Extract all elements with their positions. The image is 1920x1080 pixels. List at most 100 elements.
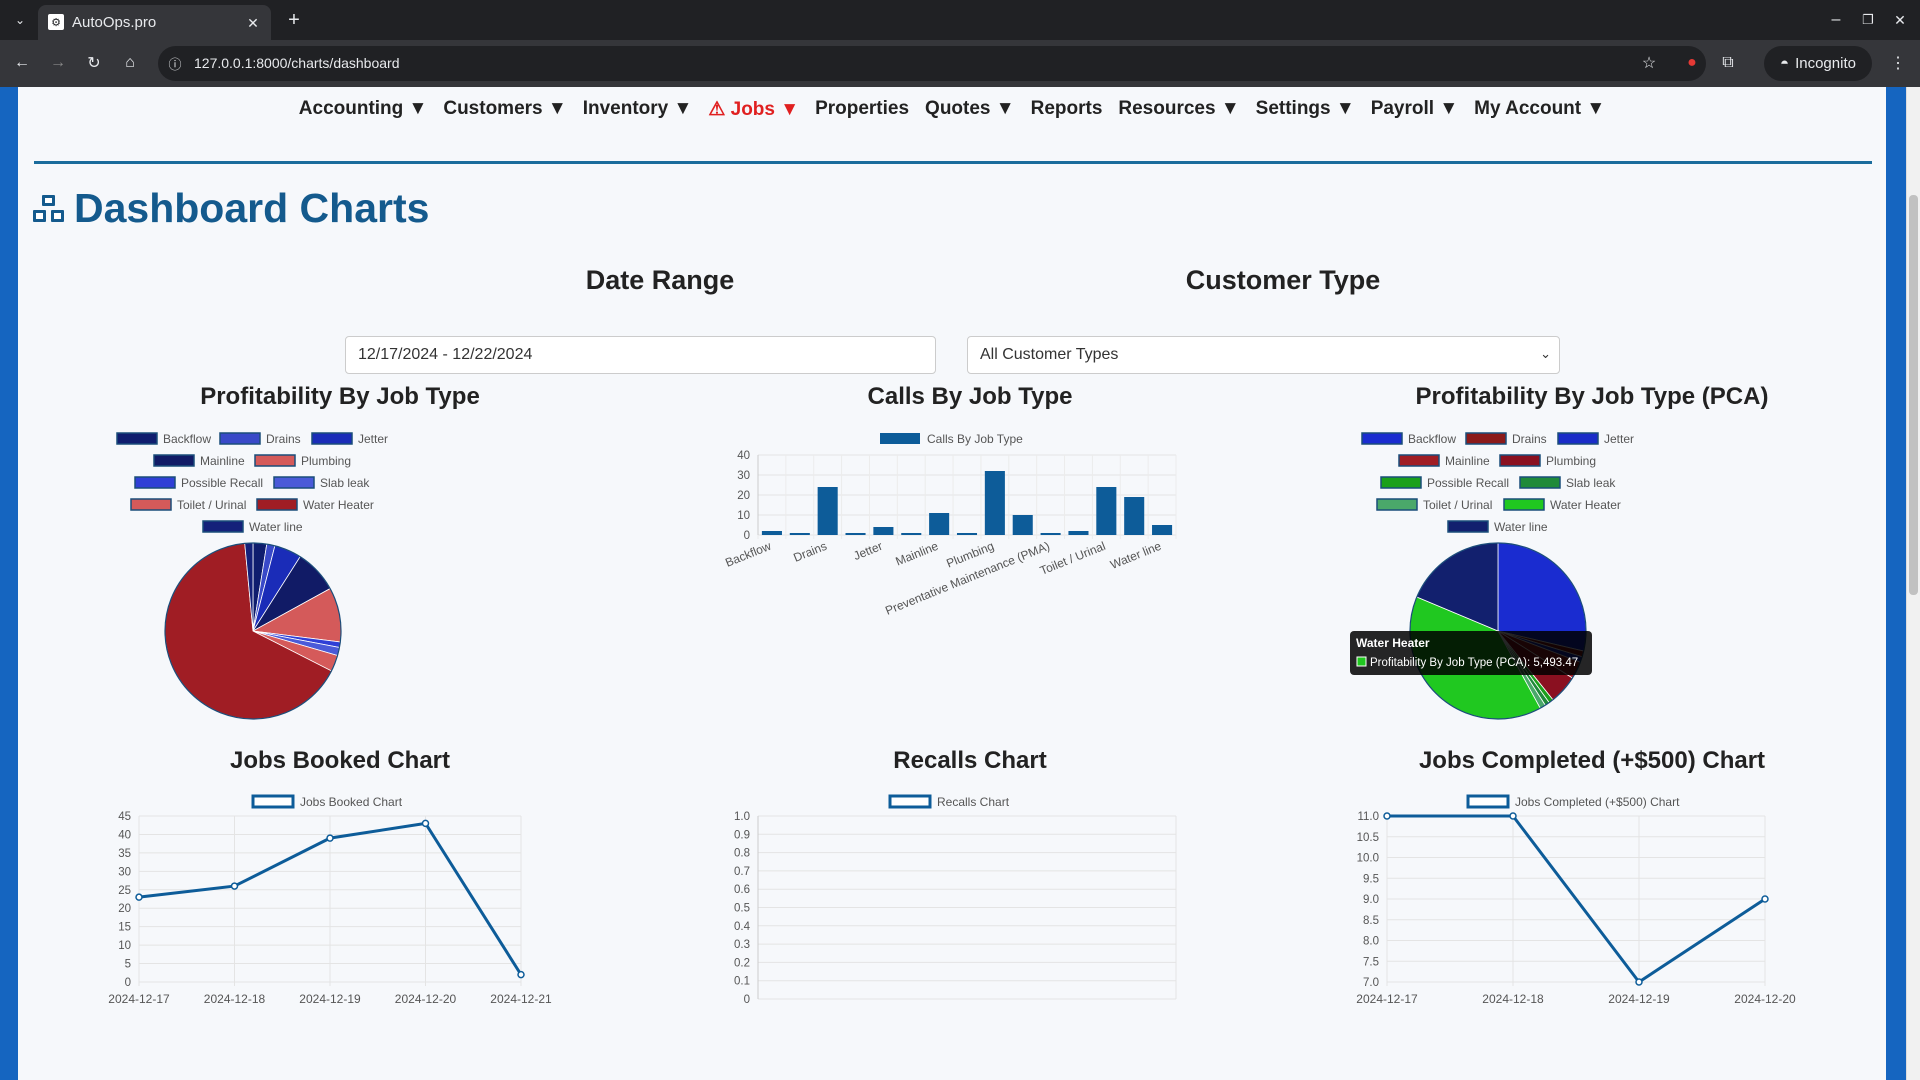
completed-series-line: [1387, 814, 1766, 985]
nav-item-6[interactable]: Reports: [1030, 98, 1103, 119]
favicon-icon: ⚙: [48, 14, 64, 30]
pie1-slice-7: [252, 630, 339, 672]
bar-11: [1068, 531, 1089, 535]
bar-10: [1040, 533, 1061, 535]
pie1-legend-swatch-5: [134, 476, 176, 489]
recalls-ytick-0: 0: [744, 994, 750, 1006]
bar-ytick-0: 0: [744, 530, 750, 542]
extension-icon[interactable]: ●: [1687, 54, 1697, 71]
booked-ytick-5: 25: [118, 885, 131, 897]
pie2-legend-label-2: Jetter: [1604, 432, 1634, 446]
bar-7: [956, 533, 978, 535]
bar-0: [761, 531, 782, 535]
nav-item-10[interactable]: My Account ▼: [1474, 98, 1606, 119]
page-content: Accounting ▼ Customers ▼ Inventory ▼ ⚠ Jobs…: [18, 87, 1886, 1080]
back-icon[interactable]: ←: [14, 54, 30, 71]
pie1-slice-0: [252, 542, 268, 632]
chart-title-profitability-pca: Profitability By Job Type (PCA): [1415, 383, 1769, 410]
pie2-legend-swatch-7: [1376, 498, 1418, 511]
completed-ytick-8: 11.0: [1357, 811, 1379, 823]
recalls-ytick-7: 0.7: [734, 866, 750, 878]
booked-ytick-7: 35: [118, 848, 131, 860]
bar-1: [789, 533, 810, 535]
pie2-legend-swatch-4: [1499, 454, 1541, 467]
completed-ytick-1: 7.5: [1363, 956, 1379, 968]
new-tab-icon[interactable]: +: [288, 8, 300, 31]
home-icon[interactable]: ⌂: [125, 54, 135, 71]
pie1-slice-4: [251, 588, 342, 643]
site-info-icon[interactable]: ⓘ: [168, 56, 182, 72]
recalls-legend-swatch: [888, 794, 932, 809]
window-close-icon[interactable]: ✕: [1894, 11, 1906, 28]
page-title: Dashboard Charts: [32, 185, 429, 232]
pie2-slice-3: [1497, 630, 1581, 679]
bar-6: [929, 513, 950, 535]
browser-tab[interactable]: ⚙ AutoOps.pro ✕: [38, 5, 271, 40]
pie1-legend-swatch-8: [256, 498, 298, 511]
reload-icon[interactable]: ↻: [87, 55, 101, 72]
nav-item-7[interactable]: Resources ▼: [1118, 98, 1240, 119]
booked-ytick-0: 0: [125, 977, 131, 989]
pie2-legend-label-1: Drains: [1512, 432, 1547, 446]
bar-9: [1012, 515, 1033, 535]
chart-title-jobs-completed: Jobs Completed (+$500) Chart: [1418, 747, 1766, 774]
pie2-legend-swatch-3: [1398, 454, 1440, 467]
pie1-slice-6: [252, 630, 340, 657]
recalls-ytick-8: 0.8: [734, 848, 750, 860]
recalls-ytick-5: 0.5: [734, 903, 750, 915]
pie1-legend-swatch-3: [153, 454, 195, 467]
cubes-icon: [33, 194, 64, 222]
nav-item-4[interactable]: Properties: [815, 98, 910, 119]
bar-ytick-40: 40: [737, 450, 750, 462]
pie1-legend-label-8: Water Heater: [303, 498, 374, 512]
forward-icon[interactable]: →: [50, 54, 66, 71]
tab-search-icon[interactable]: ⌄: [14, 13, 26, 27]
nav-item-5[interactable]: Quotes ▼: [925, 98, 1015, 119]
incognito-label: Incognito: [1795, 55, 1856, 72]
date-range-label: Date Range: [585, 265, 735, 295]
address-bar[interactable]: ⓘ 127.0.0.1:8000/charts/dashboard ☆: [158, 46, 1706, 81]
completed-ytick-3: 8.5: [1363, 915, 1379, 927]
nav-item-0[interactable]: Accounting ▼: [298, 98, 428, 119]
pie1-legend-swatch-7: [130, 498, 172, 511]
pie2-slice-5: [1497, 630, 1554, 704]
extensions-puzzle-icon[interactable]: ⧉: [1722, 54, 1734, 71]
booked-point-3: [421, 819, 430, 828]
pie2-legend-swatch-5: [1380, 476, 1422, 489]
tab-close-icon[interactable]: ✕: [247, 14, 259, 31]
recalls-ytick-2: 0.2: [734, 957, 750, 969]
browser-menu-icon[interactable]: ⋮: [1890, 55, 1906, 72]
recalls-ytick-10: 1.0: [734, 811, 750, 823]
pie1-outline: [164, 542, 342, 720]
nav-item-1[interactable]: Customers ▼: [443, 98, 567, 119]
bar-5: [901, 533, 922, 535]
pie1-legend-swatch-6: [273, 476, 315, 489]
page-scrollbar[interactable]: [1906, 87, 1920, 1080]
nav-item-8[interactable]: Settings ▼: [1255, 98, 1355, 119]
date-range-input[interactable]: 12/17/2024 - 12/22/2024: [345, 336, 936, 374]
scrollbar-thumb[interactable]: [1909, 195, 1918, 595]
bar-xtick-1: Drains: [791, 539, 828, 565]
pie1-legend-label-2: Jetter: [358, 432, 388, 446]
bar-xtick-7: Water line: [1108, 539, 1163, 572]
bar-xtick-6: Toilet / Urinal: [1038, 539, 1108, 578]
completed-point-0: [1383, 812, 1391, 820]
nav-item-9[interactable]: Payroll ▼: [1370, 98, 1459, 119]
nav-item-2[interactable]: Inventory ▼: [582, 98, 693, 119]
booked-series-line: [138, 821, 523, 976]
customer-type-select[interactable]: All Customer Types ⌄: [967, 336, 1560, 374]
restore-icon[interactable]: ❐: [1862, 12, 1874, 27]
bookmark-star-icon[interactable]: ☆: [1641, 55, 1657, 72]
completed-point-2: [1635, 978, 1643, 986]
pie1-legend-swatch-4: [254, 454, 296, 467]
incognito-indicator[interactable]: ◓ Incognito: [1764, 46, 1872, 81]
nav-item-3[interactable]: ⚠ Jobs ▼: [708, 98, 800, 120]
minimize-icon[interactable]: –: [1831, 11, 1841, 28]
pie2-slice-7: [1497, 630, 1546, 709]
pie2-outline: [1409, 542, 1587, 720]
bar-xtick-4: Plumbing: [944, 539, 996, 571]
booked-ytick-8: 40: [118, 829, 131, 841]
bar-legend-label: Calls By Job Type: [927, 432, 1023, 446]
recalls-ytick-9: 0.9: [734, 829, 750, 841]
booked-xtick-0: 2024-12-17: [108, 992, 170, 1006]
